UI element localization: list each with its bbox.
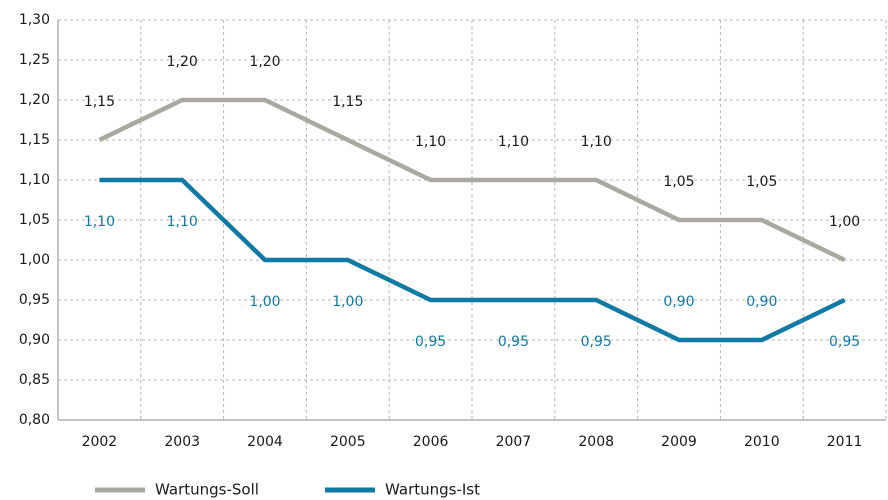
data-label: 1,05 <box>663 174 694 190</box>
y-tick-label: 0,90 <box>19 332 50 348</box>
x-tick-label: 2006 <box>413 434 449 450</box>
y-tick-label: 1,20 <box>19 92 50 108</box>
legend-label: Wartungs-Soll <box>155 481 259 499</box>
data-label: 1,10 <box>498 134 529 150</box>
data-label: 0,95 <box>498 334 529 350</box>
x-tick-label: 2003 <box>164 434 200 450</box>
y-tick-label: 0,80 <box>19 412 50 428</box>
data-label: 0,90 <box>746 294 777 310</box>
data-label: 1,15 <box>84 94 115 110</box>
x-tick-label: 2010 <box>744 434 780 450</box>
y-tick-label: 1,05 <box>19 212 50 228</box>
data-label: 1,05 <box>746 174 777 190</box>
y-tick-label: 1,25 <box>19 52 50 68</box>
x-tick-label: 2005 <box>330 434 366 450</box>
y-tick-label: 1,10 <box>19 172 50 188</box>
data-label: 0,95 <box>581 334 612 350</box>
series-line <box>98 97 846 263</box>
data-label: 0,90 <box>663 294 694 310</box>
y-tick-label: 1,15 <box>19 132 50 148</box>
legend-label: Wartungs-Ist <box>385 481 480 499</box>
data-label: 0,95 <box>415 334 446 350</box>
data-label: 1,00 <box>829 214 860 230</box>
data-label: 1,10 <box>167 214 198 230</box>
data-label: 1,15 <box>332 94 363 110</box>
x-tick-label: 2011 <box>827 434 863 450</box>
data-label: 1,20 <box>249 54 280 70</box>
y-tick-label: 1,30 <box>19 12 50 28</box>
x-tick-label: 2004 <box>247 434 283 450</box>
data-label: 1,20 <box>167 54 198 70</box>
data-label: 1,10 <box>84 214 115 230</box>
series-line <box>99 177 846 343</box>
data-label: 1,10 <box>581 134 612 150</box>
y-tick-label: 0,85 <box>19 372 50 388</box>
x-tick-label: 2008 <box>578 434 614 450</box>
data-label: 1,10 <box>415 134 446 150</box>
y-tick-label: 1,00 <box>19 252 50 268</box>
data-label: 1,00 <box>332 294 363 310</box>
x-tick-label: 2002 <box>82 434 118 450</box>
x-tick-label: 2007 <box>496 434 532 450</box>
y-tick-label: 0,95 <box>19 292 50 308</box>
data-label: 1,00 <box>249 294 280 310</box>
data-label: 0,95 <box>829 334 860 350</box>
x-tick-label: 2009 <box>661 434 697 450</box>
